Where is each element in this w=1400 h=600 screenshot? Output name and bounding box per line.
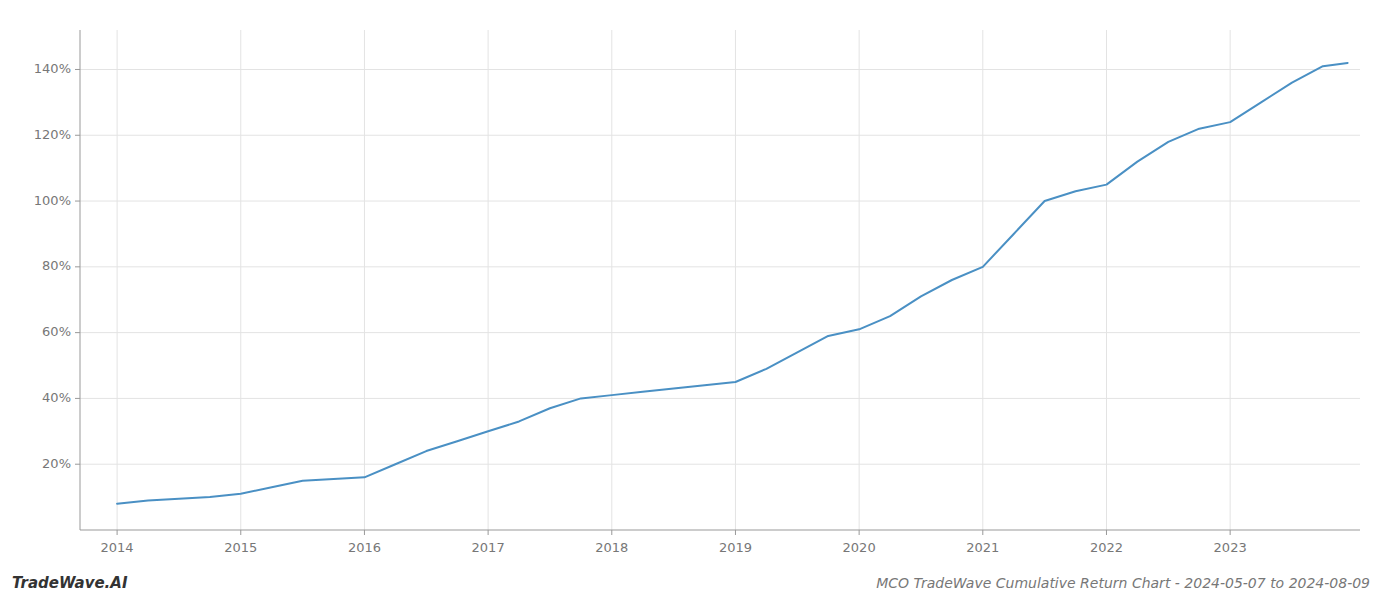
x-tick-label: 2019 <box>719 540 752 555</box>
x-tick <box>117 530 118 535</box>
y-grid-line <box>80 69 1360 70</box>
y-grid-line <box>80 464 1360 465</box>
y-tick-label: 60% <box>42 324 71 339</box>
x-tick-label: 2021 <box>966 540 999 555</box>
x-tick <box>240 530 241 535</box>
y-tick-label: 80% <box>42 258 71 273</box>
x-grid-line <box>982 30 983 530</box>
x-axis-line <box>80 530 1360 531</box>
y-tick-label: 20% <box>42 456 71 471</box>
chart-container: 20% 40% 60% 80% 100% 120% 140% 2014 2015 2016 2017… <box>0 0 1400 600</box>
x-tick-label: 2014 <box>101 540 134 555</box>
x-tick-label: 2022 <box>1090 540 1123 555</box>
y-tick <box>75 69 80 70</box>
x-tick-label: 2020 <box>843 540 876 555</box>
x-tick-label: 2017 <box>472 540 505 555</box>
x-tick <box>364 530 365 535</box>
x-tick <box>1106 530 1107 535</box>
y-grid-line <box>80 332 1360 333</box>
y-grid-line <box>80 266 1360 267</box>
data-line <box>117 63 1348 504</box>
x-tick-label: 2016 <box>348 540 381 555</box>
x-grid-line <box>1106 30 1107 530</box>
y-tick <box>75 332 80 333</box>
grid <box>80 30 1360 530</box>
x-tick-label: 2018 <box>595 540 628 555</box>
x-tick-label: 2015 <box>224 540 257 555</box>
chart-title: MCO TradeWave Cumulative Return Chart - … <box>876 575 1370 591</box>
y-tick <box>75 201 80 202</box>
y-tick-label: 120% <box>34 127 71 142</box>
y-tick <box>75 266 80 267</box>
x-grid-line <box>240 30 241 530</box>
y-grid-line <box>80 398 1360 399</box>
x-grid-line <box>364 30 365 530</box>
x-grid-line <box>735 30 736 530</box>
y-axis-line <box>80 30 81 530</box>
x-tick <box>611 530 612 535</box>
y-tick-label: 100% <box>34 193 71 208</box>
x-tick <box>735 530 736 535</box>
watermark: TradeWave.AI <box>12 574 128 592</box>
y-tick <box>75 135 80 136</box>
y-grid-line <box>80 201 1360 202</box>
x-grid-line <box>117 30 118 530</box>
x-tick <box>1230 530 1231 535</box>
x-grid-line <box>859 30 860 530</box>
x-tick <box>488 530 489 535</box>
axes: 20% 40% 60% 80% 100% 120% 140% 2014 2015 2016 2017… <box>34 30 1360 555</box>
plot-area <box>117 63 1348 504</box>
x-grid-line <box>1230 30 1231 530</box>
x-grid-line <box>488 30 489 530</box>
y-grid-line <box>80 135 1360 136</box>
x-tick-label: 2023 <box>1214 540 1247 555</box>
y-tick <box>75 398 80 399</box>
x-grid-line <box>611 30 612 530</box>
x-tick <box>982 530 983 535</box>
x-tick <box>859 530 860 535</box>
chart-svg: 20% 40% 60% 80% 100% 120% 140% 2014 2015 2016 2017… <box>0 0 1400 600</box>
y-tick-label: 140% <box>34 61 71 76</box>
y-tick <box>75 464 80 465</box>
y-tick-label: 40% <box>42 390 71 405</box>
